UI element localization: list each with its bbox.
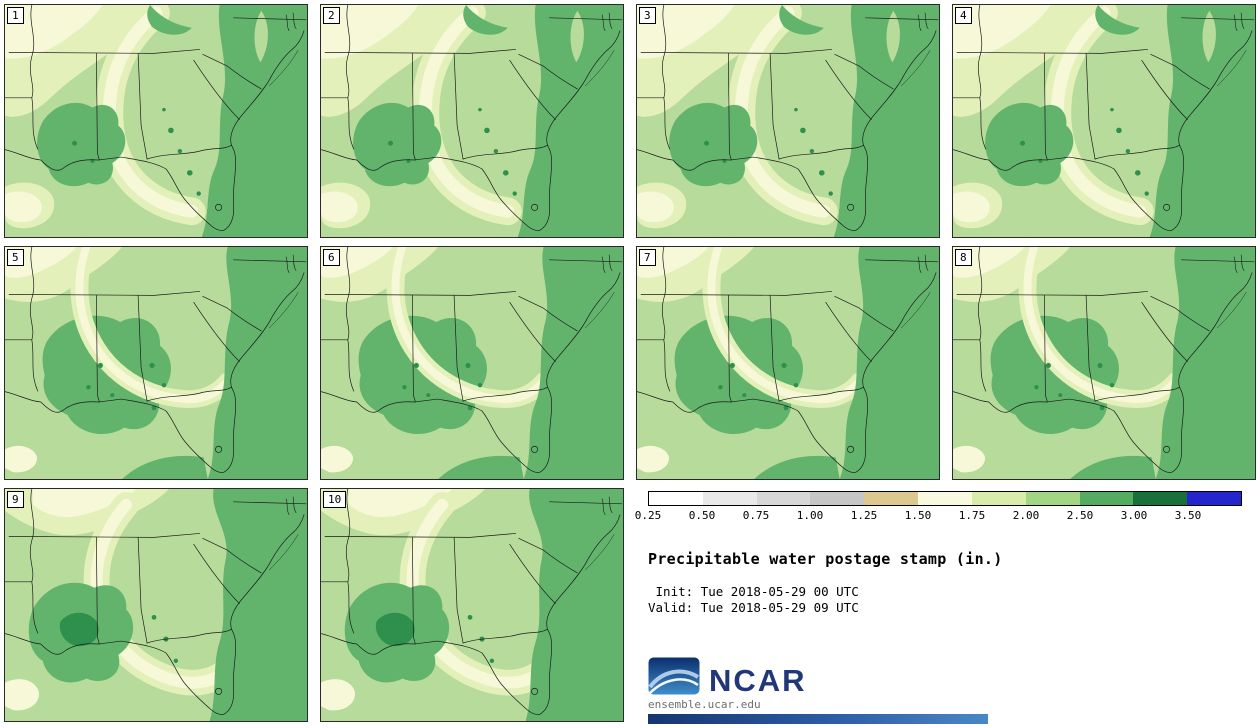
colorbar-segment <box>810 492 865 505</box>
ensemble-member-panel-7: 7 <box>636 246 940 480</box>
precip-water-map-1 <box>5 5 307 237</box>
website-url: ensemble.ucar.edu <box>648 698 761 711</box>
colorbar-segment <box>971 492 1026 505</box>
member-number-badge: 6 <box>323 249 340 266</box>
colorbar-segment <box>649 492 703 505</box>
member-number-badge: 3 <box>639 7 656 24</box>
ensemble-member-panel-6: 6 <box>320 246 624 480</box>
member-number-badge: 7 <box>639 249 656 266</box>
ensemble-member-panel-9: 9 <box>4 488 308 722</box>
precip-water-map-4 <box>953 5 1255 237</box>
ensemble-member-panel-10: 10 <box>320 488 624 722</box>
colorbar-tick: 1.50 <box>904 509 932 522</box>
colorbar-tick: 1.25 <box>850 509 878 522</box>
colorbar-tick: 3.50 <box>1174 509 1202 522</box>
ensemble-member-panel-5: 5 <box>4 246 308 480</box>
colorbar <box>648 491 1242 506</box>
colorbar-segment <box>864 492 919 505</box>
ensemble-member-panel-4: 4 <box>952 4 1256 238</box>
colorbar-tick: 1.00 <box>796 509 824 522</box>
ensemble-member-panel-2: 2 <box>320 4 624 238</box>
colorbar-segment <box>756 492 811 505</box>
init-time-label: Init: Tue 2018-05-29 00 UTC <box>648 584 859 599</box>
ensemble-member-panel-8: 8 <box>952 246 1256 480</box>
ncar-logo-icon <box>648 657 700 695</box>
ensemble-member-panel-3: 3 <box>636 4 940 238</box>
colorbar-tick: 0.75 <box>742 509 770 522</box>
legend-area: 0.25 0.50 0.75 1.00 1.25 1.50 1.75 2.00 … <box>635 488 1256 724</box>
precip-water-map-3 <box>637 5 939 237</box>
colorbar-tick-labels: 0.25 0.50 0.75 1.00 1.25 1.50 1.75 2.00 … <box>635 509 1242 524</box>
colorbar-segment <box>1079 492 1134 505</box>
colorbar-segment <box>1133 492 1188 505</box>
colorbar-segment <box>1187 492 1241 505</box>
colorbar-tick: 0.25 <box>634 509 662 522</box>
colorbar-tick: 2.00 <box>1012 509 1040 522</box>
precip-water-map-10 <box>321 489 623 721</box>
member-number-badge: 9 <box>7 491 24 508</box>
ensemble-member-panel-1: 1 <box>4 4 308 238</box>
colorbar-segment <box>702 492 757 505</box>
figure-title: Precipitable water postage stamp (in.) <box>648 550 1003 568</box>
colorbar-tick: 0.50 <box>688 509 716 522</box>
member-number-badge: 2 <box>323 7 340 24</box>
precip-water-map-2 <box>321 5 623 237</box>
precip-water-map-8 <box>953 247 1255 479</box>
colorbar-tick: 3.00 <box>1120 509 1148 522</box>
precip-water-map-5 <box>5 247 307 479</box>
member-number-badge: 4 <box>955 7 972 24</box>
brand-bar <box>648 714 988 724</box>
member-number-badge: 8 <box>955 249 972 266</box>
member-number-badge: 1 <box>7 7 24 24</box>
ncar-wordmark: NCAR <box>709 662 807 698</box>
colorbar-tick: 1.75 <box>958 509 986 522</box>
ncar-branding: NCAR ensemble.ucar.edu <box>648 657 988 724</box>
member-number-badge: 5 <box>7 249 24 266</box>
colorbar-segment <box>1025 492 1080 505</box>
member-number-badge: 10 <box>323 491 347 508</box>
colorbar-segment <box>918 492 972 505</box>
precip-water-map-6 <box>321 247 623 479</box>
precip-water-map-9 <box>5 489 307 721</box>
valid-time-label: Valid: Tue 2018-05-29 09 UTC <box>648 600 859 616</box>
precip-water-map-7 <box>637 247 939 479</box>
colorbar-tick: 2.50 <box>1066 509 1094 522</box>
